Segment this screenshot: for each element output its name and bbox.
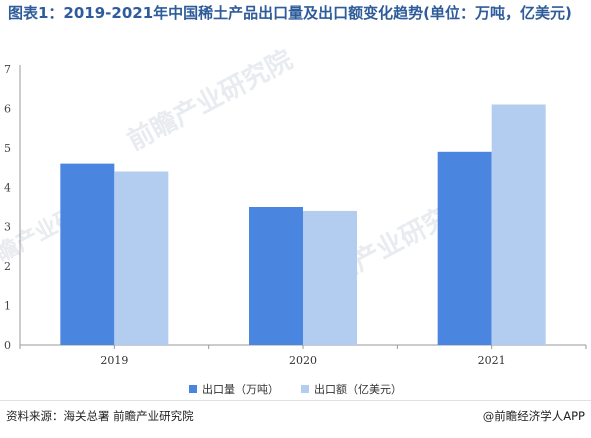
y-tick-label: 2 [4, 260, 11, 273]
brand-note: @前瞻经济学人APP [482, 409, 585, 423]
legend-swatch-volume [189, 385, 197, 393]
chart-title: 图表1：2019-2021年中国稀土产品出口量及出口额变化趋势(单位：万吨，亿美… [8, 4, 572, 22]
y-tick-label: 5 [4, 142, 11, 155]
bar-2021-series-1 [491, 104, 546, 345]
y-tick-label: 3 [4, 221, 11, 234]
x-tick-label-2021: 2021 [478, 354, 506, 367]
y-tick-label: 7 [4, 63, 11, 76]
legend-label-value: 出口额（亿美元） [314, 383, 402, 396]
chart-legend: 出口量（万吨） 出口额（亿美元） [0, 381, 591, 397]
source-note: 资料来源：海关总署 前瞻产业研究院 [6, 409, 194, 423]
y-tick-label: 6 [4, 102, 11, 115]
legend-item-value: 出口额（亿美元） [301, 381, 402, 397]
x-tick-label-2019: 2019 [100, 354, 128, 367]
bar-2019-series-1 [114, 171, 169, 345]
y-tick-label: 1 [4, 300, 11, 313]
footer-divider [0, 400, 591, 401]
bar-2020-series-1 [303, 210, 357, 345]
y-tick-label: 4 [4, 181, 11, 194]
footer: 资料来源：海关总署 前瞻产业研究院 @前瞻经济学人APP [0, 405, 591, 425]
legend-label-volume: 出口量（万吨） [202, 383, 279, 396]
x-tick-label-2020: 2020 [289, 354, 317, 367]
y-tick-label: 0 [4, 339, 11, 352]
legend-swatch-value [301, 385, 309, 393]
bar-2021-series-0 [437, 151, 492, 345]
legend-item-volume: 出口量（万吨） [189, 381, 279, 397]
bar-2019-series-0 [60, 163, 115, 345]
bar-2020-series-0 [249, 207, 303, 345]
